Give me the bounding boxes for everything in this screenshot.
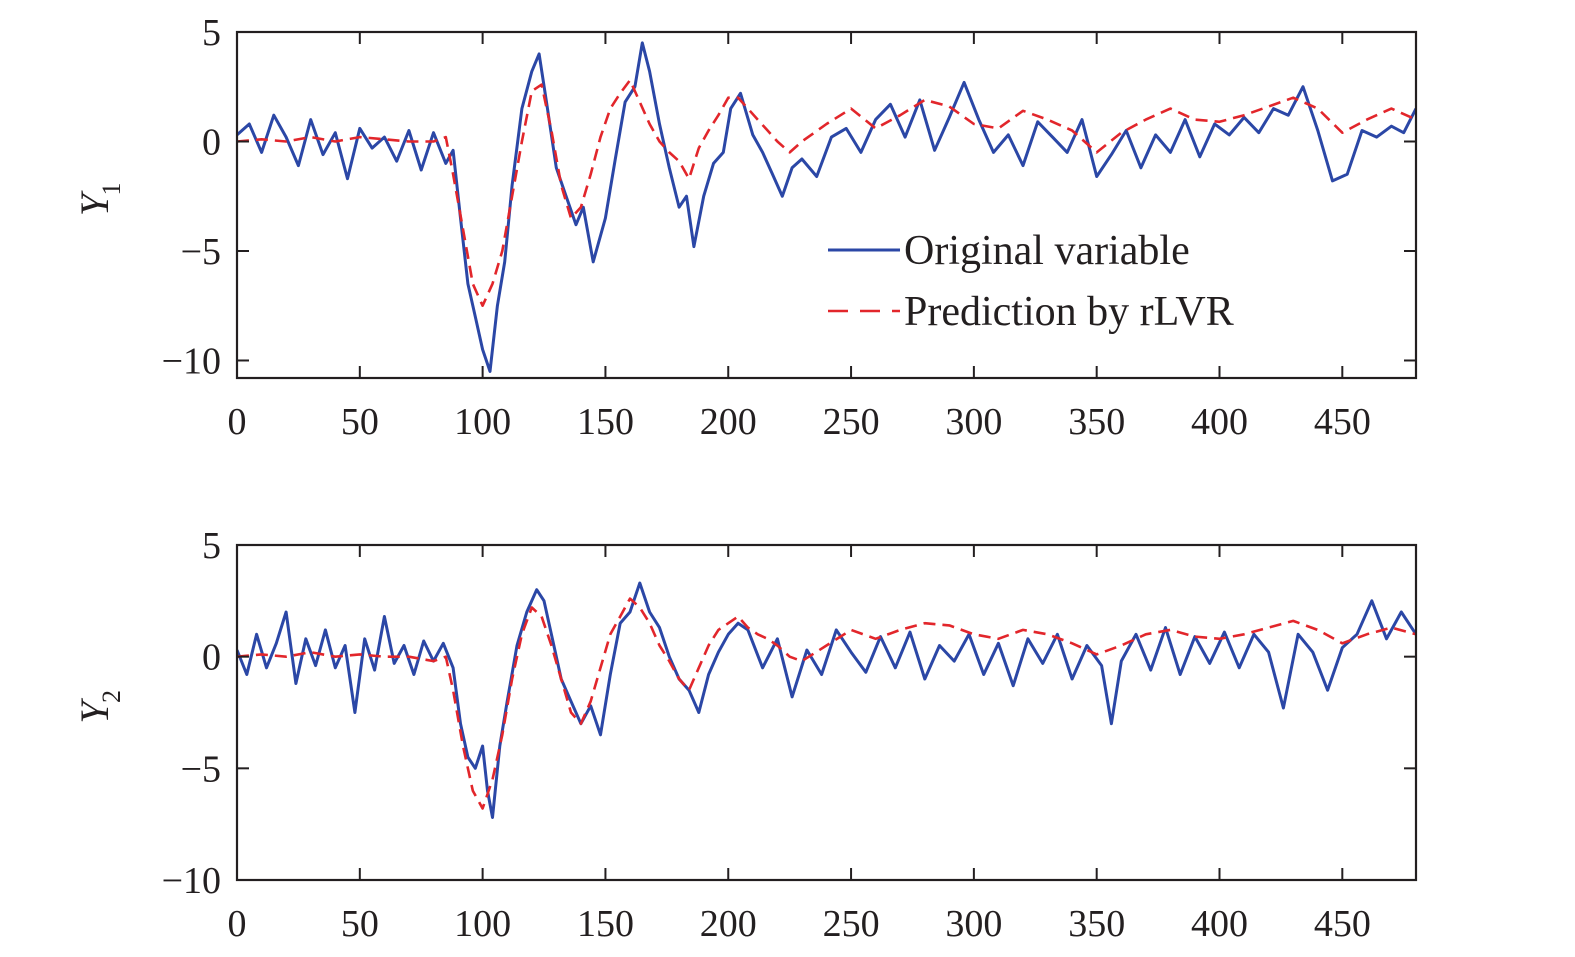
y-tick-label: 0	[202, 121, 221, 163]
x-tick-label: 0	[228, 903, 247, 945]
y-tick-label: 0	[202, 637, 221, 679]
prediction-series-line	[237, 78, 1416, 308]
x-tick-label: 450	[1314, 903, 1371, 945]
legend-original-label: Original variable	[904, 228, 1190, 274]
x-tick-label: 200	[700, 401, 757, 443]
x-tick-label: 150	[577, 903, 634, 945]
top-chart-panel: 0 50 100 150 200 250 300 350 400 45050−5−10Y1Orig…	[72, 12, 1418, 443]
y-axis-label: Y	[72, 698, 117, 724]
y-axis-label-subscript: 2	[97, 690, 126, 703]
prediction-series-line	[237, 597, 1416, 810]
y-tick-label: −10	[162, 860, 221, 902]
x-tick-label: 250	[823, 401, 880, 443]
x-tick-label: 300	[945, 903, 1002, 945]
y-tick-label: 5	[202, 12, 221, 54]
x-tick-label: 200	[700, 903, 757, 945]
y-tick-label: −5	[181, 231, 221, 273]
x-tick-label: 450	[1314, 401, 1371, 443]
x-tick-label: 300	[945, 401, 1002, 443]
original-series-line	[237, 581, 1416, 819]
x-tick-label: 400	[1191, 903, 1248, 945]
original-series-line	[237, 41, 1416, 373]
x-tick-label: 150	[577, 401, 634, 443]
x-tick-label: 100	[454, 401, 511, 443]
plot-frame	[235, 543, 1418, 882]
x-tick-label: 350	[1068, 903, 1125, 945]
y-axis-label: Y	[72, 190, 117, 216]
y-tick-label: −10	[162, 340, 221, 382]
x-tick-label: 100	[454, 903, 511, 945]
x-tick-label: 250	[823, 903, 880, 945]
legend-prediction-label: Prediction by rLVR	[904, 289, 1234, 335]
x-tick-label: 0	[228, 401, 247, 443]
x-tick-label: 350	[1068, 401, 1125, 443]
x-tick-label: 50	[341, 903, 379, 945]
y-axis-label-subscript: 1	[97, 183, 126, 196]
plot-frame	[235, 30, 1418, 380]
x-tick-label: 400	[1191, 401, 1248, 443]
x-tick-label: 50	[341, 401, 379, 443]
legend: Original variable Prediction by rLVR	[828, 228, 1234, 335]
y-tick-label: 5	[202, 525, 221, 567]
y-tick-label: −5	[181, 748, 221, 790]
